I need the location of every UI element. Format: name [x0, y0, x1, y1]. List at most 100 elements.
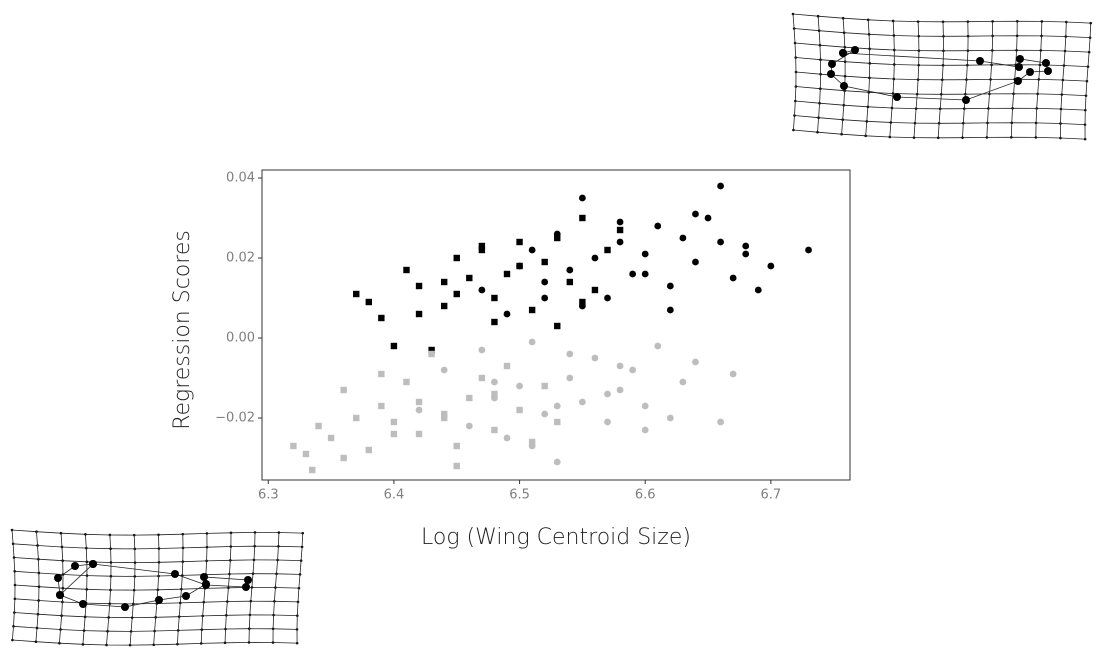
point	[641, 250, 649, 258]
point	[340, 454, 347, 462]
grid-node	[157, 533, 160, 537]
point	[566, 350, 574, 358]
point	[478, 374, 486, 382]
landmark	[962, 96, 970, 104]
landmark	[828, 60, 836, 68]
grid-line	[865, 19, 871, 136]
grid-line	[1084, 23, 1092, 140]
grid-node	[891, 19, 895, 23]
point	[541, 278, 549, 286]
plot-frame	[261, 169, 851, 481]
grid-node	[181, 532, 185, 536]
point	[616, 226, 624, 234]
point	[729, 274, 737, 282]
grid-node	[840, 132, 843, 136]
point	[541, 294, 549, 302]
point	[491, 318, 498, 326]
landmark	[71, 562, 79, 570]
grid-node	[58, 641, 61, 645]
y-tick-label: 0.00	[226, 331, 255, 346]
point	[641, 270, 649, 278]
grid-node	[295, 641, 299, 645]
landmark	[171, 570, 179, 578]
point	[717, 182, 724, 190]
point	[378, 402, 385, 410]
point	[679, 234, 687, 242]
point	[390, 418, 398, 426]
point	[516, 382, 523, 390]
grid-node	[1034, 136, 1038, 139]
grid-line	[13, 557, 302, 564]
grid-line	[272, 532, 280, 643]
landmark	[893, 93, 901, 101]
landmark	[79, 600, 87, 608]
landmark	[56, 591, 64, 599]
grid-line	[296, 533, 304, 644]
landmark	[121, 603, 129, 611]
landmark	[155, 596, 163, 604]
grid-node	[199, 642, 203, 645]
point	[692, 258, 699, 266]
grid-node	[34, 640, 38, 644]
point	[554, 418, 561, 426]
point	[566, 374, 574, 382]
point	[428, 350, 435, 358]
point	[327, 434, 335, 442]
grid-node	[271, 641, 275, 644]
point	[491, 426, 498, 434]
point	[579, 214, 586, 222]
landmark	[1026, 68, 1034, 76]
grid-node	[128, 643, 132, 647]
point	[742, 250, 750, 258]
y-tick-label: 0.04	[226, 171, 255, 186]
point	[604, 418, 611, 426]
point	[616, 238, 624, 246]
point	[453, 254, 460, 262]
point	[453, 442, 460, 450]
grid-line	[177, 534, 184, 645]
point	[491, 390, 498, 398]
point	[717, 238, 724, 246]
point	[302, 450, 310, 458]
point	[478, 242, 486, 250]
x-axis-title: Log (Wing Centroid Size)	[421, 525, 691, 550]
point	[541, 382, 548, 390]
point	[604, 390, 611, 398]
grid-line	[82, 534, 88, 645]
point	[717, 418, 724, 426]
landmark	[840, 82, 848, 90]
x-tick-label: 6.7	[761, 488, 782, 503]
point	[616, 386, 624, 394]
point	[503, 362, 511, 370]
grid-line	[224, 532, 232, 643]
point	[578, 398, 586, 406]
point	[503, 310, 511, 318]
grid-line	[13, 543, 303, 550]
landmark	[1015, 63, 1023, 71]
point	[453, 462, 460, 470]
point	[616, 362, 624, 370]
grid-node	[1083, 137, 1087, 141]
grid-node	[1059, 136, 1062, 140]
grid-line	[1060, 21, 1067, 139]
point	[415, 310, 423, 318]
point	[516, 262, 523, 270]
point	[591, 286, 599, 294]
point	[478, 286, 486, 294]
point	[629, 270, 637, 278]
point	[378, 370, 385, 378]
point	[415, 398, 423, 406]
point	[478, 346, 486, 354]
point	[290, 442, 297, 450]
point	[666, 306, 674, 314]
landmark	[244, 576, 252, 584]
point	[365, 298, 372, 306]
grid-node	[941, 20, 945, 24]
point	[491, 294, 498, 302]
grid-node	[1015, 19, 1019, 23]
point	[353, 414, 360, 422]
y-tick-label: 0.02	[226, 251, 255, 266]
point	[491, 394, 498, 402]
grid-line	[129, 535, 136, 646]
point	[440, 410, 448, 418]
